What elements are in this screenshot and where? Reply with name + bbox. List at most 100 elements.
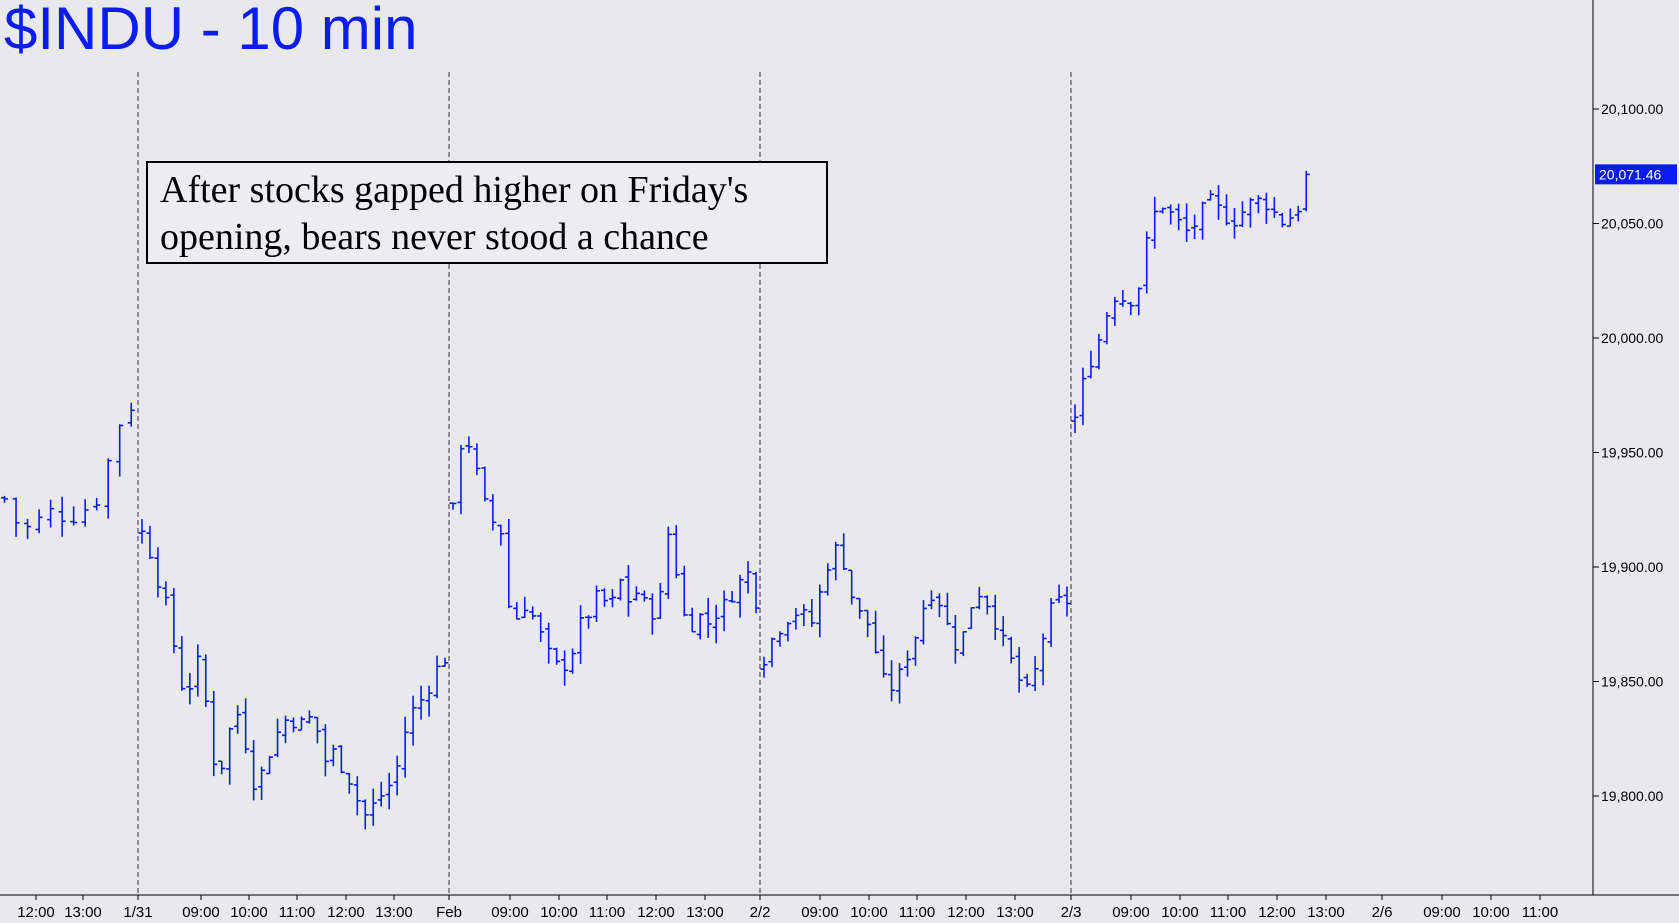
ohlc-bar [202, 654, 210, 707]
ohlc-bar [856, 597, 864, 619]
ohlc-bar [1207, 190, 1215, 201]
ohlc-bar [983, 595, 991, 615]
ohlc-bar [1055, 584, 1063, 604]
x-tick-label: 13:00 [64, 904, 102, 921]
ohlc-bar [441, 657, 449, 667]
ohlc-bar [1127, 301, 1135, 316]
ohlc-bar [473, 443, 481, 476]
ohlc-bar [768, 637, 776, 668]
x-tick-label: 11:00 [1522, 904, 1558, 921]
ohlc-bar [1278, 212, 1286, 228]
x-tick-label: 09:00 [801, 904, 839, 921]
ohlc-bar [433, 655, 441, 699]
ohlc-bar [616, 578, 624, 601]
ohlc-bar [943, 592, 951, 626]
ohlc-bar [369, 788, 377, 826]
ohlc-bar [569, 648, 577, 674]
ohlc-bar [776, 631, 784, 647]
ohlc-bar [361, 799, 369, 830]
ohlc-bar [1254, 195, 1262, 214]
ohlc-bar [1159, 207, 1167, 214]
ohlc-bar [529, 606, 537, 620]
ohlc-bar [194, 644, 202, 697]
ohlc-bar [1087, 350, 1095, 379]
x-tick-label: 13:00 [686, 904, 724, 921]
ohlc-bar [58, 496, 66, 537]
y-tick-label: 20,100.00 [1601, 101, 1663, 117]
ohlc-bar [1270, 197, 1278, 218]
ohlc-bar [1183, 203, 1191, 242]
x-tick-label: 1/31 [123, 904, 152, 921]
x-tick-label: 12:00 [17, 904, 55, 921]
x-axis: 12:00 13:00 1/31 09:00 10:00 11:00 12:00 13:00 F… [0, 894, 1679, 921]
ohlc-bar [409, 695, 417, 746]
y-tick-label: 20,050.00 [1601, 216, 1663, 232]
ohlc-bar [975, 586, 983, 610]
ohlc-bar [1199, 201, 1207, 240]
ohlc-bar [1071, 404, 1079, 434]
y-tick-label: 19,950.00 [1601, 445, 1663, 461]
ohlc-bar [688, 607, 696, 633]
ohlc-bar [1151, 196, 1159, 249]
ohlc-bar [1143, 231, 1151, 294]
ohlc-bar [401, 716, 409, 778]
ohlc-bar [648, 593, 656, 635]
ohlc-bar [1215, 185, 1223, 220]
ohlc-bar [274, 718, 282, 758]
ohlc-bar [696, 613, 704, 640]
ohlc-bar [744, 561, 752, 594]
ohlc-bar [234, 705, 242, 734]
x-tick-label: 11:00 [279, 904, 315, 921]
x-tick-label: 09:00 [1423, 904, 1461, 921]
ohlc-bar [752, 571, 760, 614]
ohlc-bar [1007, 636, 1015, 664]
ohlc-bar [1, 495, 9, 503]
y-tick-label: 19,850.00 [1601, 674, 1663, 690]
ohlc-bar [601, 588, 608, 607]
x-tick-label: 10:00 [1161, 904, 1199, 921]
ohlc-bar [449, 502, 457, 510]
ohlc-bar [800, 604, 808, 627]
y-tick-label: 20,000.00 [1601, 330, 1663, 346]
ohlc-bar [656, 582, 664, 620]
ohlc-bar [608, 589, 616, 608]
ohlc-bar [47, 499, 55, 528]
x-tick-label: 13:00 [1307, 904, 1345, 921]
ohlc-bar [305, 710, 313, 724]
ohlc-bar [481, 466, 489, 502]
x-tick-label: 12:00 [1258, 904, 1296, 921]
ohlc-bar [154, 547, 162, 598]
x-tick-label: 10:00 [230, 904, 268, 921]
ohlc-bar [736, 574, 744, 618]
ohlc-bar [864, 609, 872, 638]
ohlc-bar [146, 525, 154, 559]
x-tick-label: 2/3 [1061, 904, 1082, 921]
x-tick-label: 13:00 [996, 904, 1034, 921]
ohlc-bar [1031, 656, 1039, 691]
ohlc-bar [848, 569, 856, 605]
ohlc-bar [297, 716, 305, 731]
ohlc-bar [816, 584, 824, 638]
ohlc-bar [872, 610, 880, 654]
ohlc-bar [1111, 296, 1119, 326]
ohlc-bar [35, 509, 43, 534]
ohlc-bar [377, 781, 385, 807]
ohlc-bar [888, 660, 896, 702]
ohlc-bar [720, 590, 728, 632]
ohlc-bar [242, 698, 250, 754]
x-tick-label: 11:00 [899, 904, 935, 921]
ohlc-bar [465, 436, 473, 454]
ohlc-bar [170, 587, 178, 654]
x-tick-label: 11:00 [1210, 904, 1246, 921]
ohlc-bar [1039, 633, 1047, 686]
x-tick-label: 2/6 [1372, 904, 1393, 921]
ohlc-bar [585, 615, 593, 629]
ohlc-bar [489, 494, 497, 531]
ohlc-bar [127, 402, 135, 427]
ohlc-bar [353, 776, 361, 816]
ohlc-bar [81, 499, 89, 527]
ohlc-bar [561, 650, 569, 686]
x-tick-label: 12:00 [327, 904, 365, 921]
ohlc-bar [824, 563, 832, 596]
